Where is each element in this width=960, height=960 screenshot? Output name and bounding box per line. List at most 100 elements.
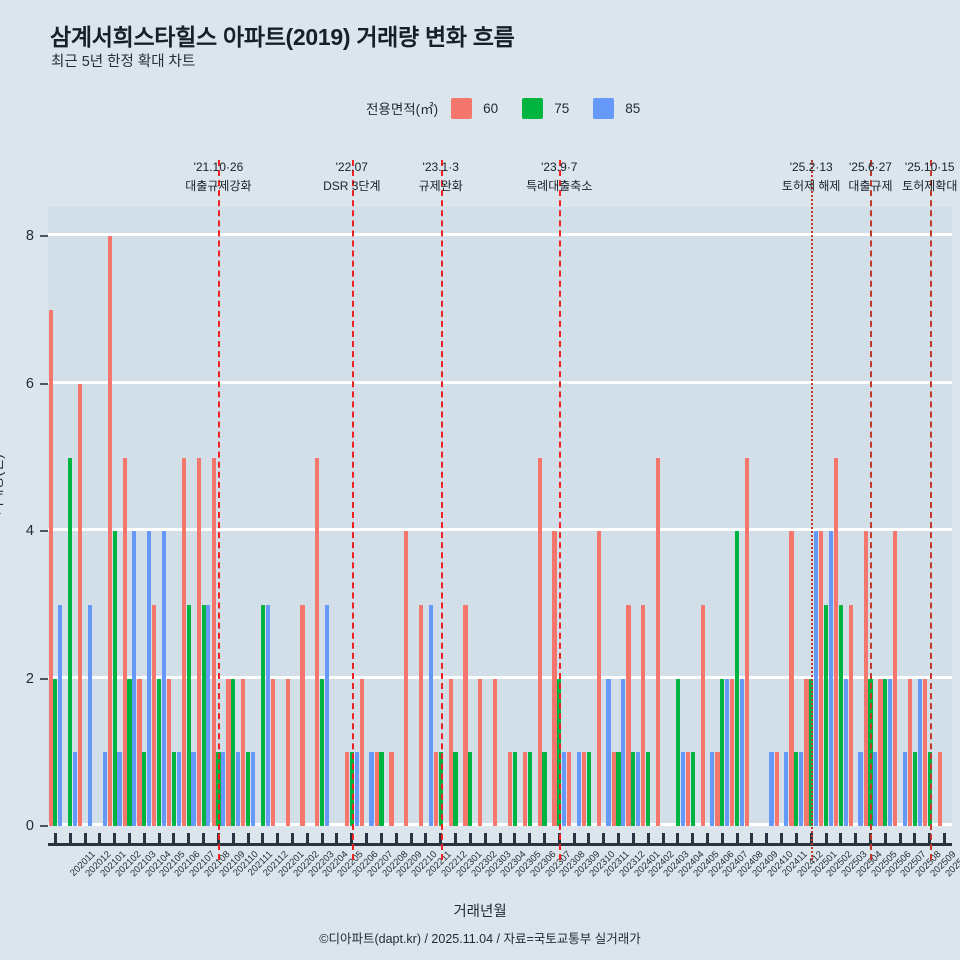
- bar-202108-60[interactable]: [181, 457, 187, 826]
- bar-202405-75[interactable]: [675, 678, 680, 826]
- bar-202401-75[interactable]: [616, 752, 621, 826]
- bar-202111-75[interactable]: [231, 678, 236, 826]
- bar-202509-75[interactable]: [912, 752, 918, 826]
- bar-202501-60[interactable]: [789, 531, 794, 826]
- bar-202110-60[interactable]: [211, 457, 216, 826]
- bar-202301-75[interactable]: [438, 752, 443, 826]
- bar-202501-75[interactable]: [794, 752, 799, 826]
- bar-202105-85[interactable]: [147, 531, 152, 826]
- bar-202202-60[interactable]: [270, 678, 275, 826]
- bar-202103-75[interactable]: [112, 531, 117, 826]
- bar-202111-60[interactable]: [226, 678, 231, 826]
- bar-202106-60[interactable]: [152, 604, 157, 826]
- bar-202308-75[interactable]: [542, 752, 547, 826]
- bar-202107-60[interactable]: [167, 678, 172, 826]
- bar-202205-75[interactable]: [320, 678, 325, 826]
- bar-202407-85[interactable]: [710, 752, 715, 826]
- bar-202109-85[interactable]: [206, 604, 211, 826]
- bar-202107-85[interactable]: [176, 752, 181, 826]
- bar-202104-60[interactable]: [122, 457, 127, 826]
- bar-202505-85[interactable]: [858, 752, 863, 826]
- bar-202408-75[interactable]: [720, 678, 725, 826]
- bar-202101-60[interactable]: [78, 383, 83, 826]
- bar-202406-75[interactable]: [690, 752, 695, 826]
- bar-202502-85[interactable]: [813, 531, 819, 826]
- bar-202504-85[interactable]: [843, 678, 848, 826]
- bar-202401-85[interactable]: [621, 678, 626, 826]
- bar-202402-75[interactable]: [631, 752, 636, 826]
- bar-202110-85[interactable]: [221, 752, 226, 826]
- bar-202303-60[interactable]: [463, 604, 468, 826]
- bar-202105-75[interactable]: [142, 752, 147, 826]
- bar-202208-85[interactable]: [369, 752, 374, 826]
- bar-202306-75[interactable]: [512, 752, 517, 826]
- bar-202307-75[interactable]: [527, 752, 532, 826]
- bar-202403-60[interactable]: [641, 604, 646, 826]
- bar-202305-60[interactable]: [493, 678, 498, 826]
- bar-202106-75[interactable]: [157, 678, 162, 826]
- bar-202510-75[interactable]: [927, 752, 932, 826]
- bar-202011-60[interactable]: [48, 310, 53, 826]
- bar-202109-75[interactable]: [201, 604, 206, 826]
- bar-202402-60[interactable]: [626, 604, 631, 826]
- legend-item-60[interactable]: 60: [451, 97, 522, 119]
- bar-202109-60[interactable]: [196, 457, 201, 826]
- bar-202311-75[interactable]: [586, 752, 591, 826]
- bar-202105-60[interactable]: [137, 678, 142, 826]
- bar-202409-60[interactable]: [730, 678, 735, 826]
- bar-202301-60[interactable]: [433, 752, 438, 826]
- bar-202011-75[interactable]: [53, 678, 58, 826]
- bar-202309-60[interactable]: [552, 531, 557, 826]
- bar-202508-60[interactable]: [893, 531, 898, 826]
- bar-202503-85[interactable]: [828, 531, 833, 826]
- bar-202111-85[interactable]: [235, 752, 241, 826]
- bar-202412-60[interactable]: [774, 752, 779, 826]
- bar-202209-60[interactable]: [374, 752, 379, 826]
- bar-202103-85[interactable]: [117, 752, 122, 826]
- bar-202112-60[interactable]: [241, 678, 246, 826]
- bar-202110-75[interactable]: [216, 752, 221, 826]
- bar-202506-60[interactable]: [863, 531, 868, 826]
- bar-202411-85[interactable]: [769, 752, 774, 826]
- bar-202410-60[interactable]: [745, 457, 750, 826]
- bar-202406-60[interactable]: [685, 752, 690, 826]
- bar-202108-75[interactable]: [186, 604, 191, 826]
- bar-202504-75[interactable]: [838, 604, 843, 826]
- bar-202104-85[interactable]: [132, 531, 137, 826]
- bar-202402-85[interactable]: [636, 752, 641, 826]
- bar-202201-75[interactable]: [260, 604, 265, 826]
- bar-202505-60[interactable]: [848, 604, 853, 826]
- bar-202112-75[interactable]: [245, 752, 251, 826]
- bar-202102-85[interactable]: [102, 752, 107, 826]
- bar-202303-75[interactable]: [468, 752, 473, 826]
- bar-202507-60[interactable]: [878, 678, 883, 826]
- bar-202511-60[interactable]: [937, 752, 942, 826]
- bar-202401-60[interactable]: [611, 752, 616, 826]
- bar-202101-85[interactable]: [87, 604, 92, 826]
- bar-202212-85[interactable]: [428, 604, 433, 826]
- bar-202308-60[interactable]: [537, 457, 542, 826]
- bar-202210-60[interactable]: [389, 752, 394, 826]
- bar-202408-85[interactable]: [724, 678, 730, 826]
- bar-202310-85[interactable]: [576, 752, 581, 826]
- bar-202107-75[interactable]: [171, 752, 177, 826]
- bar-202108-85[interactable]: [191, 752, 196, 826]
- bar-202302-60[interactable]: [448, 678, 453, 826]
- bar-202211-60[interactable]: [404, 531, 409, 826]
- bar-202205-85[interactable]: [324, 604, 330, 826]
- bar-202012-75[interactable]: [68, 457, 73, 826]
- bar-202509-60[interactable]: [908, 678, 913, 826]
- bar-202405-85[interactable]: [680, 752, 685, 826]
- bar-202509-85[interactable]: [917, 678, 922, 826]
- bar-202404-60[interactable]: [656, 457, 661, 826]
- bar-202508-85[interactable]: [902, 752, 908, 826]
- bar-202310-60[interactable]: [567, 752, 572, 826]
- bar-202112-85[interactable]: [250, 752, 255, 826]
- bar-202409-85[interactable]: [739, 678, 744, 826]
- bar-202103-60[interactable]: [107, 236, 112, 826]
- bar-202501-85[interactable]: [799, 752, 804, 826]
- bar-202205-60[interactable]: [315, 457, 320, 826]
- bar-202306-60[interactable]: [507, 752, 513, 826]
- bar-202212-60[interactable]: [419, 604, 424, 826]
- bar-202503-75[interactable]: [823, 604, 829, 826]
